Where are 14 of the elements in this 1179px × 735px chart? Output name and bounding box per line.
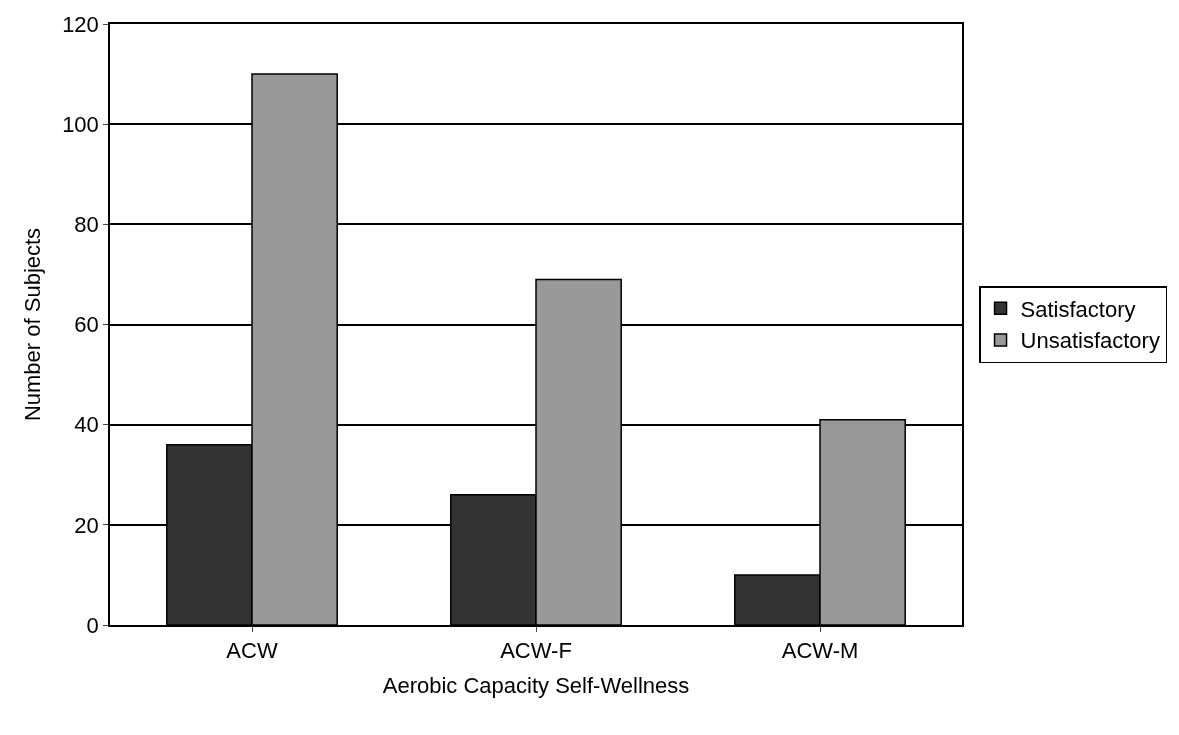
y-tick-label: 120 <box>62 11 99 37</box>
x-axis-title: Aerobic Capacity Self-Wellness <box>382 672 690 698</box>
y-tick-label: 60 <box>74 312 99 338</box>
y-tick-label: 100 <box>62 111 99 137</box>
x-tick-label: ACW <box>226 638 278 664</box>
legend-label: Unsatisfactory <box>1020 328 1160 354</box>
y-axis-title: Number of Subjects <box>20 227 46 422</box>
x-tick-label: ACW-F <box>500 638 572 664</box>
x-tick-label: ACW-M <box>781 638 859 664</box>
y-tick-label: 20 <box>74 512 99 538</box>
y-tick-label: 40 <box>74 412 99 438</box>
y-tick-label: 0 <box>86 612 99 638</box>
y-tick-label: 80 <box>74 212 99 238</box>
legend-label: Satisfactory <box>1020 296 1136 322</box>
